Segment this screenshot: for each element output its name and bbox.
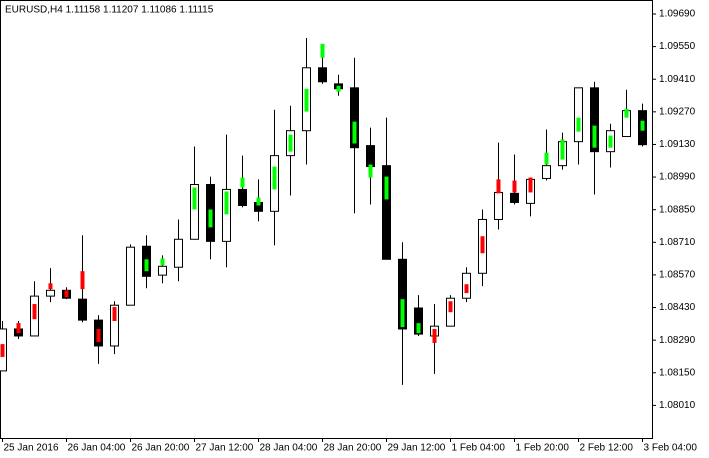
x-tick-label: 29 Jan 12:00 [388, 443, 446, 454]
signal-bar [352, 121, 357, 144]
signal-bar [608, 135, 613, 148]
y-tick-label: 1.08010 [659, 400, 696, 411]
signal-bar [480, 236, 485, 254]
signal-bar [288, 134, 293, 152]
signal-bar [160, 258, 165, 266]
x-tick-label: 27 Jan 12:00 [196, 443, 254, 454]
signal-bar [576, 117, 581, 132]
signal-bar [272, 166, 277, 190]
y-tick-label: 1.09550 [659, 41, 696, 52]
signal-bar [496, 179, 501, 194]
signal-bar [640, 120, 645, 131]
signal-bar [400, 299, 405, 328]
signal-bar [432, 328, 437, 343]
signal-bar [384, 176, 389, 200]
chart-title: EURUSD,H4 1.11158 1.11207 1.11086 1.1111… [5, 5, 214, 16]
signal-bar [112, 307, 117, 322]
y-tick-label: 1.08710 [659, 237, 696, 248]
y-tick-label: 1.09130 [659, 139, 696, 150]
signal-bar [528, 177, 533, 193]
candle-body [350, 87, 359, 149]
x-tick-label: 28 Jan 20:00 [324, 443, 382, 454]
candle-body [414, 307, 423, 335]
candle-body [190, 184, 199, 240]
candle-body [590, 87, 599, 153]
signal-bar [320, 43, 325, 58]
signal-bar [560, 139, 565, 160]
candle-body [238, 188, 247, 206]
signal-bar [96, 328, 101, 343]
signal-bar [64, 290, 69, 298]
candle-body [510, 192, 519, 203]
signal-bar [240, 177, 245, 188]
candle-body [158, 265, 167, 276]
candle-body [494, 191, 503, 220]
signal-bar [592, 125, 597, 148]
signal-bar [224, 191, 229, 215]
y-tick-label: 1.09410 [659, 74, 696, 85]
signal-bar [48, 283, 53, 290]
y-tick-label: 1.08570 [659, 270, 696, 281]
x-tick-label: 1 Feb 04:00 [452, 443, 506, 454]
y-tick-label: 1.09690 [659, 9, 696, 20]
signal-bar [368, 164, 373, 178]
x-tick-label: 25 Jan 2016 [4, 443, 59, 454]
signal-bar [0, 344, 5, 357]
x-tick-label: 28 Jan 04:00 [260, 443, 318, 454]
signal-bar [80, 271, 85, 290]
candle-body [382, 165, 391, 260]
candle-body [542, 165, 551, 179]
candle-body [318, 67, 327, 83]
y-tick-label: 1.08430 [659, 302, 696, 313]
signal-bar [32, 304, 37, 320]
x-tick-label: 2 Feb 12:00 [580, 443, 634, 454]
x-tick-label: 26 Jan 20:00 [132, 443, 190, 454]
candle-body [574, 87, 583, 143]
candle-body [398, 258, 407, 330]
signal-bar [208, 209, 213, 228]
signal-bar [304, 88, 309, 112]
signal-bar [416, 323, 421, 334]
signal-bar [16, 323, 21, 334]
candle-body [46, 289, 55, 297]
candle-body [126, 246, 135, 306]
signal-bar [624, 108, 629, 118]
candle-body [78, 298, 87, 321]
y-tick-label: 1.08150 [659, 367, 696, 378]
y-tick-label: 1.08850 [659, 204, 696, 215]
signal-bar [144, 259, 149, 272]
signal-bar [464, 284, 469, 294]
y-tick-label: 1.08290 [659, 335, 696, 346]
candle-body [110, 304, 119, 347]
plot-frame [0, 0, 653, 439]
x-tick-label: 1 Feb 20:00 [516, 443, 570, 454]
signal-bar [512, 180, 517, 193]
signal-bar [192, 187, 197, 210]
candle-body [366, 145, 375, 168]
signal-bar [544, 152, 549, 165]
x-tick-label: 3 Feb 04:00 [644, 443, 698, 454]
y-tick-label: 1.09270 [659, 106, 696, 117]
candle-body [222, 188, 231, 242]
y-tick-label: 1.08990 [659, 172, 696, 183]
signal-bar [256, 197, 261, 206]
signal-bar [336, 85, 341, 92]
x-tick-label: 26 Jan 04:00 [68, 443, 126, 454]
signal-bar [448, 301, 453, 313]
candle-body [174, 238, 183, 268]
